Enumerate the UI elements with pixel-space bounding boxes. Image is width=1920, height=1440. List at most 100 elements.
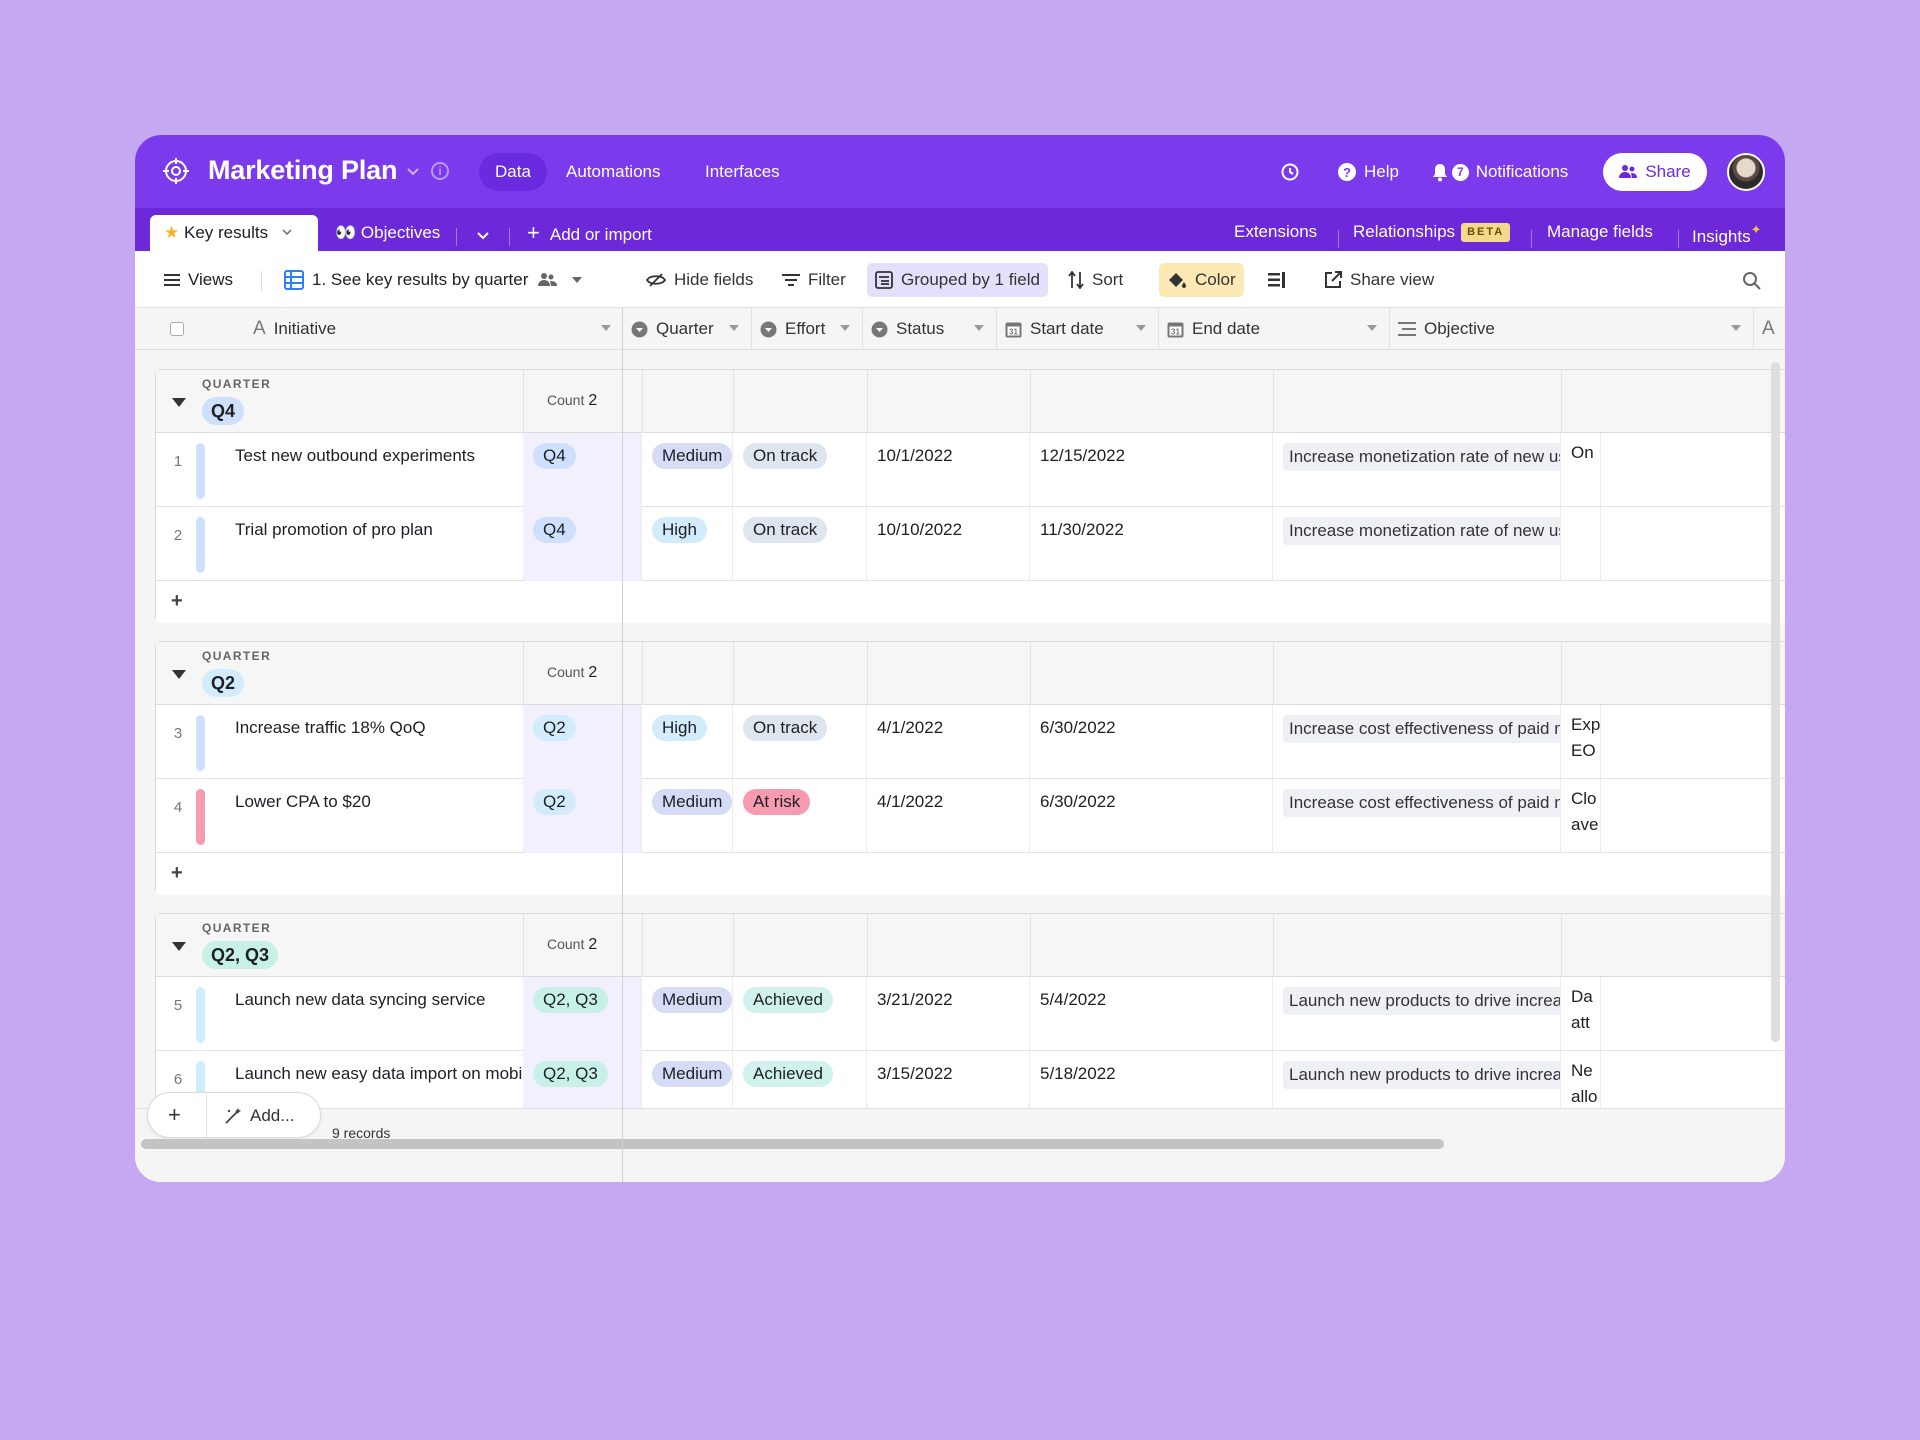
caret-down-icon[interactable] xyxy=(840,325,850,331)
cell-extra[interactable]: On xyxy=(1561,433,1601,507)
share-button[interactable]: Share xyxy=(1603,153,1707,191)
filter-button[interactable]: Filter xyxy=(774,263,854,297)
manage-fields-button[interactable]: Manage fields xyxy=(1547,222,1653,241)
chevron-down-icon[interactable] xyxy=(475,227,491,243)
cell-initiative[interactable]: Test new outbound experiments xyxy=(225,433,524,507)
add-or-import-button[interactable]: + Add or import xyxy=(527,215,652,251)
cell-objective[interactable]: Increase cost effectiveness of paid mark… xyxy=(1273,779,1561,853)
caret-down-icon[interactable] xyxy=(974,325,984,331)
cell-initiative[interactable]: Launch new data syncing service xyxy=(225,977,524,1051)
cell-effort[interactable]: Medium xyxy=(642,779,733,853)
cell-extra[interactable] xyxy=(1561,507,1601,581)
nav-interfaces[interactable]: Interfaces xyxy=(705,162,780,181)
cell-objective[interactable]: Launch new products to drive increase in… xyxy=(1273,977,1561,1051)
notifications-button[interactable]: 7 Notifications xyxy=(1431,159,1568,185)
hide-fields-button[interactable]: Hide fields xyxy=(638,263,761,297)
cell-effort[interactable]: High xyxy=(642,507,733,581)
cell-quarter[interactable]: Q4 xyxy=(523,433,642,507)
cell-status[interactable]: Achieved xyxy=(733,1051,867,1125)
color-button[interactable]: Color xyxy=(1159,263,1244,297)
cell-end-date[interactable]: 5/18/2022 xyxy=(1030,1051,1273,1125)
group-button[interactable]: Grouped by 1 field xyxy=(867,263,1048,297)
cell-end-date[interactable]: 6/30/2022 xyxy=(1030,779,1273,853)
table-row[interactable]: 1 Test new outbound experiments Q4 Medium On… xyxy=(156,433,1785,507)
cell-effort[interactable]: Medium xyxy=(642,433,733,507)
vertical-scrollbar[interactable] xyxy=(1771,362,1780,1042)
cell-status[interactable]: At risk xyxy=(733,779,867,853)
cell-effort[interactable]: Medium xyxy=(642,1051,733,1125)
cell-objective[interactable]: Increase monetization rate of new users … xyxy=(1273,433,1561,507)
cell-start-date[interactable]: 10/1/2022 xyxy=(867,433,1030,507)
collapse-triangle-icon[interactable] xyxy=(172,942,186,951)
cell-initiative[interactable]: Launch new easy data import on mobile xyxy=(225,1051,524,1125)
cell-quarter[interactable]: Q2, Q3 xyxy=(523,977,642,1051)
table-row[interactable]: 5 Launch new data syncing service Q2, Q3 Me… xyxy=(156,977,1785,1051)
share-view-button[interactable]: Share view xyxy=(1316,263,1442,297)
cell-end-date[interactable]: 6/30/2022 xyxy=(1030,705,1273,779)
user-avatar[interactable] xyxy=(1727,153,1765,191)
search-icon[interactable] xyxy=(1742,271,1762,291)
collapse-triangle-icon[interactable] xyxy=(172,670,186,679)
cell-end-date[interactable]: 11/30/2022 xyxy=(1030,507,1273,581)
table-row[interactable]: 4 Lower CPA to $20 Q2 Medium At risk 4/1/2022… xyxy=(156,779,1785,853)
history-button[interactable] xyxy=(1280,159,1300,185)
relationships-button[interactable]: Relationships BETA xyxy=(1353,222,1511,242)
base-logo-icon[interactable] xyxy=(162,157,190,185)
cell-extra[interactable]: Ne allo xyxy=(1561,1051,1601,1125)
view-switcher[interactable]: 1. See key results by quarter xyxy=(276,263,590,297)
group-header[interactable]: QUARTER Q2 Count 2 xyxy=(156,642,1785,705)
linked-record-chip[interactable]: Increase cost effectiveness of paid mark… xyxy=(1283,789,1560,817)
views-button[interactable]: Views xyxy=(156,263,241,297)
cell-extra[interactable]: Clo ave xyxy=(1561,779,1601,853)
cell-objective[interactable]: Increase monetization rate of new users … xyxy=(1273,507,1561,581)
cell-initiative[interactable]: Lower CPA to $20 xyxy=(225,779,524,853)
cell-start-date[interactable]: 4/1/2022 xyxy=(867,705,1030,779)
caret-down-icon[interactable] xyxy=(1136,325,1146,331)
cell-status[interactable]: On track xyxy=(733,433,867,507)
group-header[interactable]: QUARTER Q2, Q3 Count 2 xyxy=(156,914,1785,977)
cell-initiative[interactable]: Trial promotion of pro plan xyxy=(225,507,524,581)
cell-quarter[interactable]: Q4 xyxy=(523,507,642,581)
cell-start-date[interactable]: 4/1/2022 xyxy=(867,779,1030,853)
tab-objectives[interactable]: 👀 Objectives xyxy=(335,215,440,251)
nav-automations[interactable]: Automations xyxy=(566,162,661,181)
column-header-quarter[interactable]: Quarter xyxy=(623,308,752,350)
linked-record-chip[interactable]: Increase monetization rate of new users … xyxy=(1283,443,1560,471)
select-all-checkbox[interactable] xyxy=(170,322,184,336)
cell-start-date[interactable]: 3/15/2022 xyxy=(867,1051,1030,1125)
cell-end-date[interactable]: 5/4/2022 xyxy=(1030,977,1273,1051)
chevron-down-icon[interactable] xyxy=(405,163,421,179)
table-row[interactable]: 3 Increase traffic 18% QoQ Q2 High On track 4… xyxy=(156,705,1785,779)
column-header-end-date[interactable]: 31 End date xyxy=(1159,308,1390,350)
linked-record-chip[interactable]: Launch new products to drive increase in… xyxy=(1283,1061,1560,1089)
row-height-button[interactable] xyxy=(1260,263,1294,297)
cell-status[interactable]: On track xyxy=(733,705,867,779)
horizontal-scrollbar[interactable] xyxy=(141,1139,1444,1149)
caret-down-icon[interactable] xyxy=(729,325,739,331)
insights-button[interactable]: Insights✦ xyxy=(1692,222,1762,247)
tab-key-results[interactable]: ★ Key results xyxy=(150,215,318,251)
add-with-ai-button[interactable]: Add... xyxy=(224,1106,294,1126)
chevron-down-icon[interactable] xyxy=(281,226,293,238)
column-header-initiative[interactable]: A Initiative xyxy=(245,308,623,350)
sort-button[interactable]: Sort xyxy=(1060,263,1131,297)
caret-down-icon[interactable] xyxy=(1367,325,1377,331)
column-header-effort[interactable]: Effort xyxy=(752,308,863,350)
cell-extra[interactable]: Da att xyxy=(1561,977,1601,1051)
linked-record-chip[interactable]: Increase cost effectiveness of paid mark… xyxy=(1283,715,1560,743)
base-title[interactable]: Marketing Plan xyxy=(208,155,398,185)
table-row[interactable]: 2 Trial promotion of pro plan Q4 High On tra… xyxy=(156,507,1785,581)
column-header-start-date[interactable]: 31 Start date xyxy=(997,308,1159,350)
cell-initiative[interactable]: Increase traffic 18% QoQ xyxy=(225,705,524,779)
column-header-status[interactable]: Status xyxy=(863,308,997,350)
cell-status[interactable]: On track xyxy=(733,507,867,581)
cell-objective[interactable]: Launch new products to drive increase in… xyxy=(1273,1051,1561,1125)
cell-end-date[interactable]: 12/15/2022 xyxy=(1030,433,1273,507)
info-icon[interactable]: i xyxy=(431,162,449,180)
caret-down-icon[interactable] xyxy=(1731,325,1741,331)
cell-effort[interactable]: Medium xyxy=(642,977,733,1051)
cell-quarter[interactable]: Q2 xyxy=(523,779,642,853)
column-header-objective[interactable]: Objective xyxy=(1390,308,1754,350)
linked-record-chip[interactable]: Increase monetization rate of new users … xyxy=(1283,517,1560,545)
linked-record-chip[interactable]: Launch new products to drive increase in… xyxy=(1283,987,1560,1015)
